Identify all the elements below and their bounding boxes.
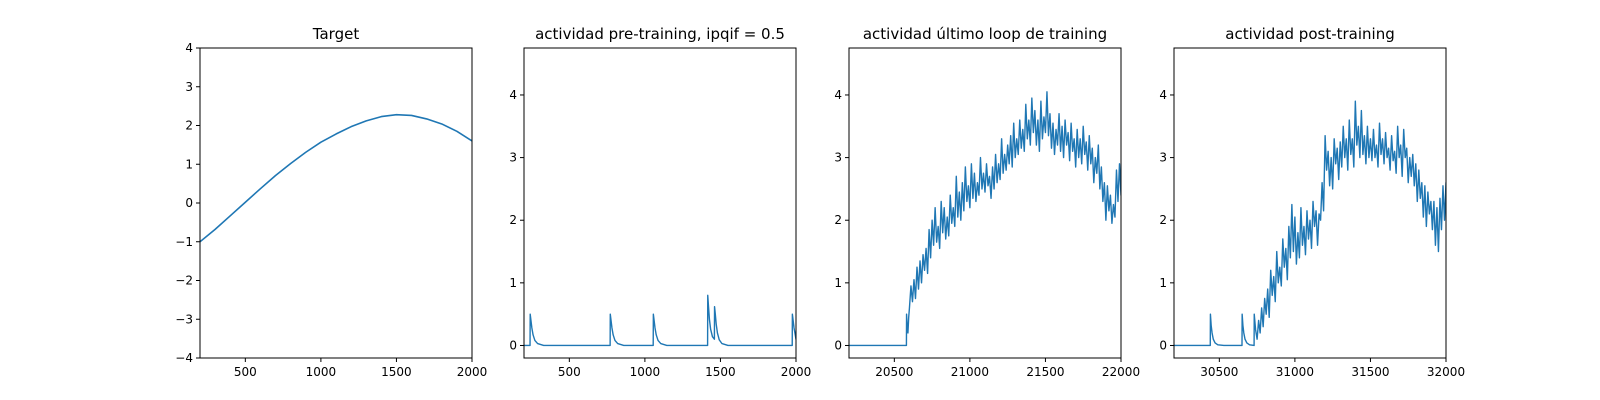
chart-title: actividad pre-training, ipqif = 0.5	[535, 25, 785, 43]
y-tick-label: 1	[834, 276, 842, 290]
y-tick-label: −1	[175, 235, 193, 249]
y-tick-label: 0	[1159, 338, 1167, 352]
y-tick-label: 0	[834, 338, 842, 352]
x-tick-label: 31000	[1276, 365, 1314, 379]
series-line	[1174, 100, 1446, 347]
x-tick-label: 1500	[705, 365, 736, 379]
x-tick-label: 1000	[630, 365, 661, 379]
chart-panel-1: Target 500 1000 1500 2000 −4 −3 −2 −1 0 1 2 3 4	[175, 25, 487, 379]
y-tick-label: 2	[509, 213, 517, 227]
x-tick-label: 2000	[457, 365, 488, 379]
y-tick-label: 1	[185, 157, 193, 171]
y-tick-label: 4	[1159, 88, 1167, 102]
y-tick-label: 4	[834, 88, 842, 102]
axes-frame	[1173, 47, 1447, 359]
x-tick-label: 22000	[1102, 365, 1140, 379]
x-tick-label: 500	[558, 365, 581, 379]
y-tick-label: −3	[175, 312, 193, 326]
y-tick-label: −2	[175, 274, 193, 288]
x-tick-label: 32000	[1427, 365, 1465, 379]
y-tick-label: 4	[185, 41, 193, 55]
y-tick-label: 1	[1159, 276, 1167, 290]
y-tick-label: 2	[834, 213, 842, 227]
y-tick-label: 3	[834, 151, 842, 165]
chart-title: Target	[312, 25, 360, 43]
x-tick-label: 1000	[306, 365, 337, 379]
y-tick-label: 0	[509, 338, 517, 352]
x-tick-label: 21500	[1026, 365, 1064, 379]
y-tick-label: 2	[1159, 213, 1167, 227]
y-tick-label: 1	[509, 276, 517, 290]
y-tick-label: 0	[185, 196, 193, 210]
chart-title: actividad último loop de training	[863, 25, 1107, 43]
x-tick-label: 1500	[381, 365, 412, 379]
chart-title: actividad post-training	[1225, 25, 1394, 43]
y-tick-label: 4	[509, 88, 517, 102]
x-tick-label: 2000	[781, 365, 812, 379]
x-tick-label: 20500	[875, 365, 913, 379]
axes-frame	[848, 47, 1122, 359]
y-tick-label: −4	[175, 351, 193, 365]
x-tick-label: 31500	[1351, 365, 1389, 379]
series-line	[524, 294, 796, 347]
series-line	[200, 113, 472, 243]
series-line	[849, 91, 1121, 347]
x-tick-label: 21000	[951, 365, 989, 379]
x-tick-label: 500	[234, 365, 257, 379]
x-tick-label: 30500	[1200, 365, 1238, 379]
y-tick-label: 2	[185, 119, 193, 133]
axes-frame	[523, 47, 797, 359]
y-tick-label: 3	[185, 80, 193, 94]
y-tick-label: 3	[1159, 151, 1167, 165]
y-tick-label: 3	[509, 151, 517, 165]
